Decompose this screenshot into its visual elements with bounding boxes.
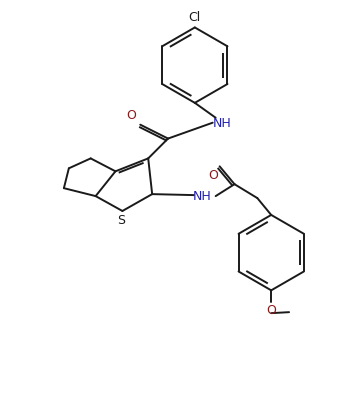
Text: NH: NH [213, 117, 231, 130]
Text: NH: NH [193, 190, 212, 203]
Text: O: O [266, 304, 276, 317]
Text: O: O [126, 109, 136, 122]
Text: O: O [208, 169, 218, 182]
Text: S: S [117, 214, 125, 227]
Text: Cl: Cl [189, 12, 201, 25]
